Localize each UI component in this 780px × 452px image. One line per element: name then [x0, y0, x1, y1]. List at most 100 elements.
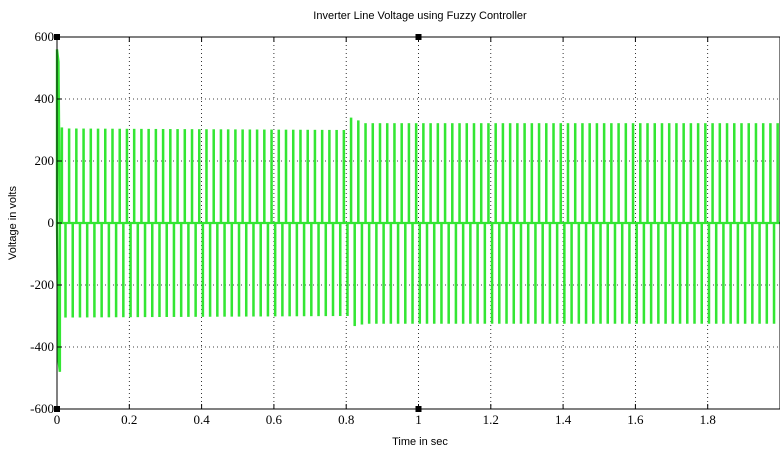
series-pulse-negative — [396, 223, 400, 324]
series-pulse-negative — [179, 223, 183, 317]
series-line — [55, 49, 780, 372]
series-pulse-negative — [64, 223, 67, 318]
series-pulse-negative — [346, 223, 349, 316]
series-pulse-negative — [158, 223, 161, 318]
series-pulse-positive — [443, 123, 447, 223]
series-pulse-positive — [219, 129, 223, 223]
series-pulse-positive — [776, 123, 779, 223]
series-pulse-positive — [617, 123, 620, 223]
series-pulse-positive — [479, 123, 483, 223]
series-pulse-negative — [317, 223, 320, 317]
series-pulse-negative — [375, 223, 378, 324]
series-pulse-negative — [751, 223, 754, 324]
axis-marker — [54, 34, 60, 40]
series-pulse-positive — [552, 123, 555, 223]
series-pulse-negative — [85, 223, 89, 318]
series-pulse-positive — [610, 123, 613, 223]
series-pulse-negative — [519, 223, 523, 324]
series-pulse-negative — [100, 223, 103, 318]
series-pulse-negative — [476, 223, 479, 324]
series-pulse-positive — [226, 129, 230, 223]
series-pulse-positive — [313, 129, 317, 223]
series-pulse-negative — [266, 223, 270, 317]
series-pulse-negative — [223, 223, 226, 317]
series-pulse-positive — [422, 123, 425, 223]
series-pulse-positive — [357, 120, 360, 223]
series-pulse-negative — [404, 223, 407, 324]
series-pulse-positive — [125, 128, 129, 223]
series-pulse-negative — [259, 223, 262, 317]
series-pulse-positive — [436, 123, 440, 223]
series-pulse-negative — [172, 223, 176, 317]
series-pulse-positive — [458, 123, 461, 223]
series-pulse-negative — [411, 223, 414, 324]
series-pulse-positive — [263, 129, 266, 223]
series-pulse-negative — [331, 223, 335, 317]
series-pulse-positive — [559, 123, 563, 223]
x-tick-label: 0.4 — [193, 412, 210, 427]
y-tick-label: 400 — [35, 91, 55, 106]
y-tick-label: 200 — [35, 153, 55, 168]
axis-marker — [54, 406, 60, 412]
series-pulse-positive — [103, 128, 107, 223]
series-pulse-negative — [382, 223, 385, 324]
series-pulse-positive — [704, 123, 707, 223]
series-pulse-positive — [530, 123, 534, 223]
series-pulse-negative — [310, 223, 313, 317]
series-pulse-positive — [371, 123, 375, 223]
series-pulse-positive — [140, 128, 143, 223]
series-pulse-negative — [613, 223, 617, 324]
series-pulse-positive — [407, 123, 411, 223]
series-pulse-negative — [700, 223, 704, 324]
series-pulse-positive — [761, 123, 765, 223]
series-pulse-negative — [122, 223, 125, 318]
series-pulse-negative — [93, 223, 96, 318]
series-pulse-positive — [624, 123, 628, 223]
x-tick-label: 0.2 — [121, 412, 137, 427]
series-pulse-negative — [129, 223, 132, 318]
series-pulse-negative — [150, 223, 154, 318]
series-pulse-negative — [635, 223, 638, 324]
series-pulse-positive — [342, 129, 346, 223]
series-pulse-positive — [537, 123, 541, 223]
series-pulse-negative — [693, 223, 696, 324]
series-pulse-negative — [367, 223, 371, 324]
series-pulse-negative — [512, 223, 516, 324]
series-pulse-positive — [364, 123, 367, 223]
series-pulse-negative — [295, 223, 299, 317]
series-pulse-positive — [588, 123, 591, 223]
series-pulse-negative — [107, 223, 111, 318]
series-pulse-negative — [216, 223, 219, 317]
x-tick-label: 0 — [54, 412, 61, 427]
x-axis-label: Time in sec — [392, 436, 448, 448]
series-pulse-positive — [769, 123, 772, 223]
series-pulse-positive — [60, 127, 64, 223]
series-pulse-positive — [378, 123, 382, 223]
series-pulse-negative — [577, 223, 581, 324]
series-pulse-negative — [237, 223, 241, 317]
series-pulse-negative — [194, 223, 197, 317]
series-pulse-positive — [508, 123, 512, 223]
series-pulse-positive — [291, 129, 295, 223]
series-pulse-negative — [736, 223, 740, 324]
series-pulse-positive — [154, 128, 158, 223]
series-pulse-positive — [660, 123, 664, 223]
series-pulse-positive — [718, 123, 722, 223]
series-pulse-negative — [114, 223, 118, 318]
series-pulse-negative — [432, 223, 436, 324]
series-pulse-negative — [722, 223, 725, 324]
series-pulse-positive — [89, 128, 93, 223]
series-pulse-positive — [639, 123, 642, 223]
series-pulse-positive — [747, 123, 750, 223]
series-pulse-negative — [686, 223, 689, 324]
series-pulse-positive — [197, 129, 201, 223]
y-tick-label: 600 — [35, 29, 55, 44]
series-pulse-positive — [277, 129, 281, 223]
series-pulse-negative — [230, 223, 234, 317]
series-pulse-positive — [393, 123, 396, 223]
series-pulse-positive — [147, 128, 150, 223]
series-pulse-negative — [498, 223, 501, 324]
series-pulse-positive — [234, 129, 237, 223]
series-pulse-negative — [570, 223, 573, 324]
series-pulse-positive — [67, 128, 71, 223]
